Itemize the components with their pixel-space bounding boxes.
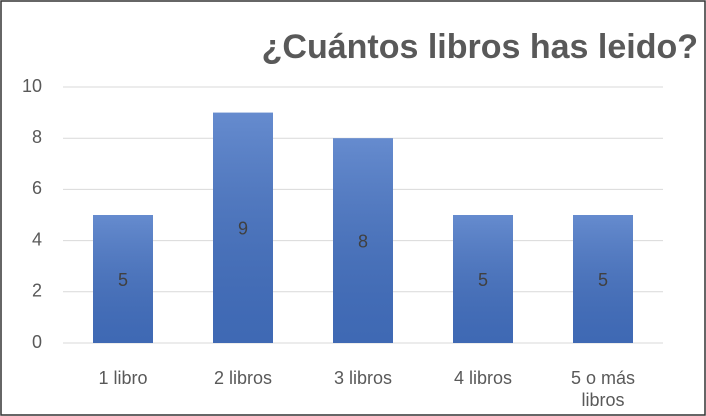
x-tick-label: 4 libros — [453, 368, 513, 388]
y-tick-label: 2 — [32, 281, 42, 301]
y-tick-label: 10 — [22, 76, 42, 96]
y-tick-label: 8 — [32, 127, 42, 147]
bar-shade — [453, 215, 513, 343]
bar-shade — [93, 215, 153, 343]
bar-shade — [333, 138, 393, 343]
x-tick-label: 2 libros — [213, 368, 273, 388]
y-tick-label: 4 — [32, 229, 42, 249]
data-label: 5 — [478, 270, 488, 290]
x-tick-label: 1 libro — [98, 368, 148, 388]
y-tick-label: 6 — [32, 178, 42, 198]
data-label: 5 — [598, 270, 608, 290]
bar-shade — [213, 112, 273, 343]
data-label: 5 — [118, 270, 128, 290]
bar-shade — [573, 215, 633, 343]
y-tick-label: 0 — [32, 332, 42, 352]
data-label: 9 — [238, 219, 248, 239]
x-tick-label: 3 libros — [333, 368, 393, 388]
chart-title: ¿Cuántos libros has leido? — [261, 28, 698, 66]
x-tick-label: 5 o más libros — [570, 368, 636, 410]
data-label: 8 — [358, 231, 368, 251]
